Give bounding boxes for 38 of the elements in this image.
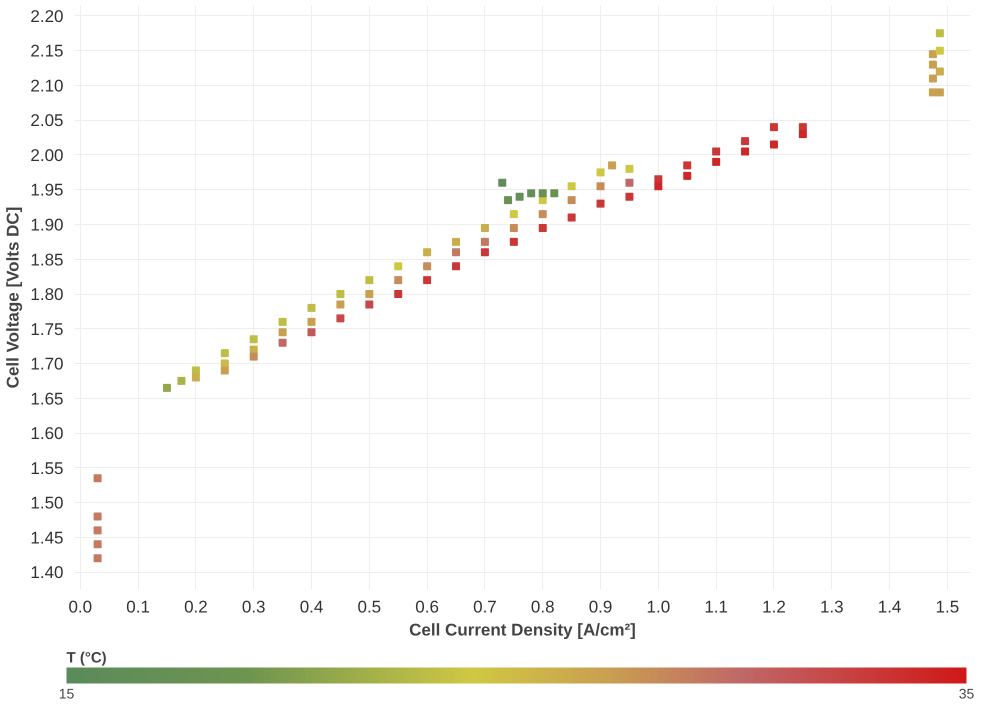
y-tick-label: 1.70 bbox=[30, 354, 64, 374]
y-tick-label: 1.60 bbox=[30, 424, 64, 444]
x-tick-label: 1.4 bbox=[878, 598, 902, 616]
x-tick-label: 1.5 bbox=[936, 598, 960, 616]
x-tick-label: 0.9 bbox=[588, 598, 612, 616]
y-tick-label: 2.20 bbox=[30, 6, 64, 26]
y-tick-label: 2.00 bbox=[30, 146, 64, 165]
x-tick-label: 1.0 bbox=[646, 598, 670, 616]
x-tick-label: 0.4 bbox=[300, 598, 324, 616]
y-tick-label: 2.05 bbox=[30, 111, 64, 130]
y-tick-label: 2.10 bbox=[30, 76, 64, 96]
x-tick-label: 0.2 bbox=[184, 598, 208, 616]
y-tick-label: 1.85 bbox=[30, 250, 64, 270]
color-bar-title: T (°C) bbox=[66, 650, 107, 666]
color-bar-label: 35 bbox=[958, 686, 974, 702]
x-tick-label: 0.0 bbox=[68, 598, 92, 616]
x-tick-label: 0.6 bbox=[415, 598, 439, 616]
y-axis-title: Cell Voltage [Volts DC] bbox=[3, 206, 22, 388]
color-bar-label: 15 bbox=[58, 686, 74, 702]
x-tick-label: 1.2 bbox=[762, 598, 786, 616]
y-tick-label: 1.55 bbox=[30, 458, 64, 478]
y-tick-label: 1.80 bbox=[30, 285, 64, 304]
x-tick-label: 1.1 bbox=[704, 598, 728, 616]
x-tick-label: 0.5 bbox=[357, 598, 382, 616]
y-tick-label: 1.75 bbox=[30, 320, 64, 339]
y-tick-label: 1.65 bbox=[30, 389, 64, 408]
x-tick-label: 0.1 bbox=[126, 598, 150, 616]
y-tick-label: 1.95 bbox=[30, 180, 64, 200]
y-tick-label: 2.15 bbox=[30, 42, 64, 61]
x-tick-label: 1.3 bbox=[820, 598, 844, 616]
x-tick-label: 0.8 bbox=[530, 598, 555, 616]
y-tick-label: 1.50 bbox=[30, 494, 64, 513]
x-tick-label: 0.7 bbox=[473, 598, 497, 616]
y-tick-label: 1.40 bbox=[30, 563, 64, 582]
x-tick-label: 0.3 bbox=[242, 598, 266, 616]
x-axis-title: Cell Current Density [A/cm²] bbox=[409, 620, 636, 640]
y-tick-label: 1.90 bbox=[30, 216, 64, 234]
y-tick-label: 1.45 bbox=[30, 528, 64, 548]
